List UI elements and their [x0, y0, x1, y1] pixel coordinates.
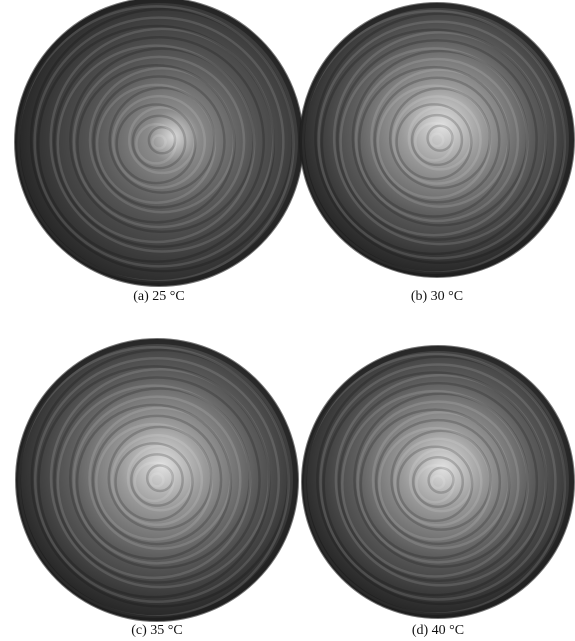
panel: (d) 40 °C — [302, 346, 574, 638]
body: (a) 25 °C(b) 30 °C(c) 35 °C(d) 40 °C (()… — [0, 0, 575, 641]
panel-caption: (a) 25 °C — [133, 289, 184, 304]
panel: (a) 25 °C — [15, 0, 303, 304]
figure: (a) 25 °C (b) 30 °C (c) 35 °C (d) 40 °C — [0, 0, 575, 641]
page: {"panels": [{"caption": "(a) 25 °C"}, {"… — [0, 0, 575, 641]
panel-caption: (c) 35 °C — [131, 623, 182, 638]
panel-caption: (b) 30 °C — [411, 289, 463, 304]
panel: (c) 35 °C — [16, 339, 298, 638]
panel-caption: (d) 40 °C — [412, 623, 464, 638]
panel: (b) 30 °C — [300, 3, 574, 304]
